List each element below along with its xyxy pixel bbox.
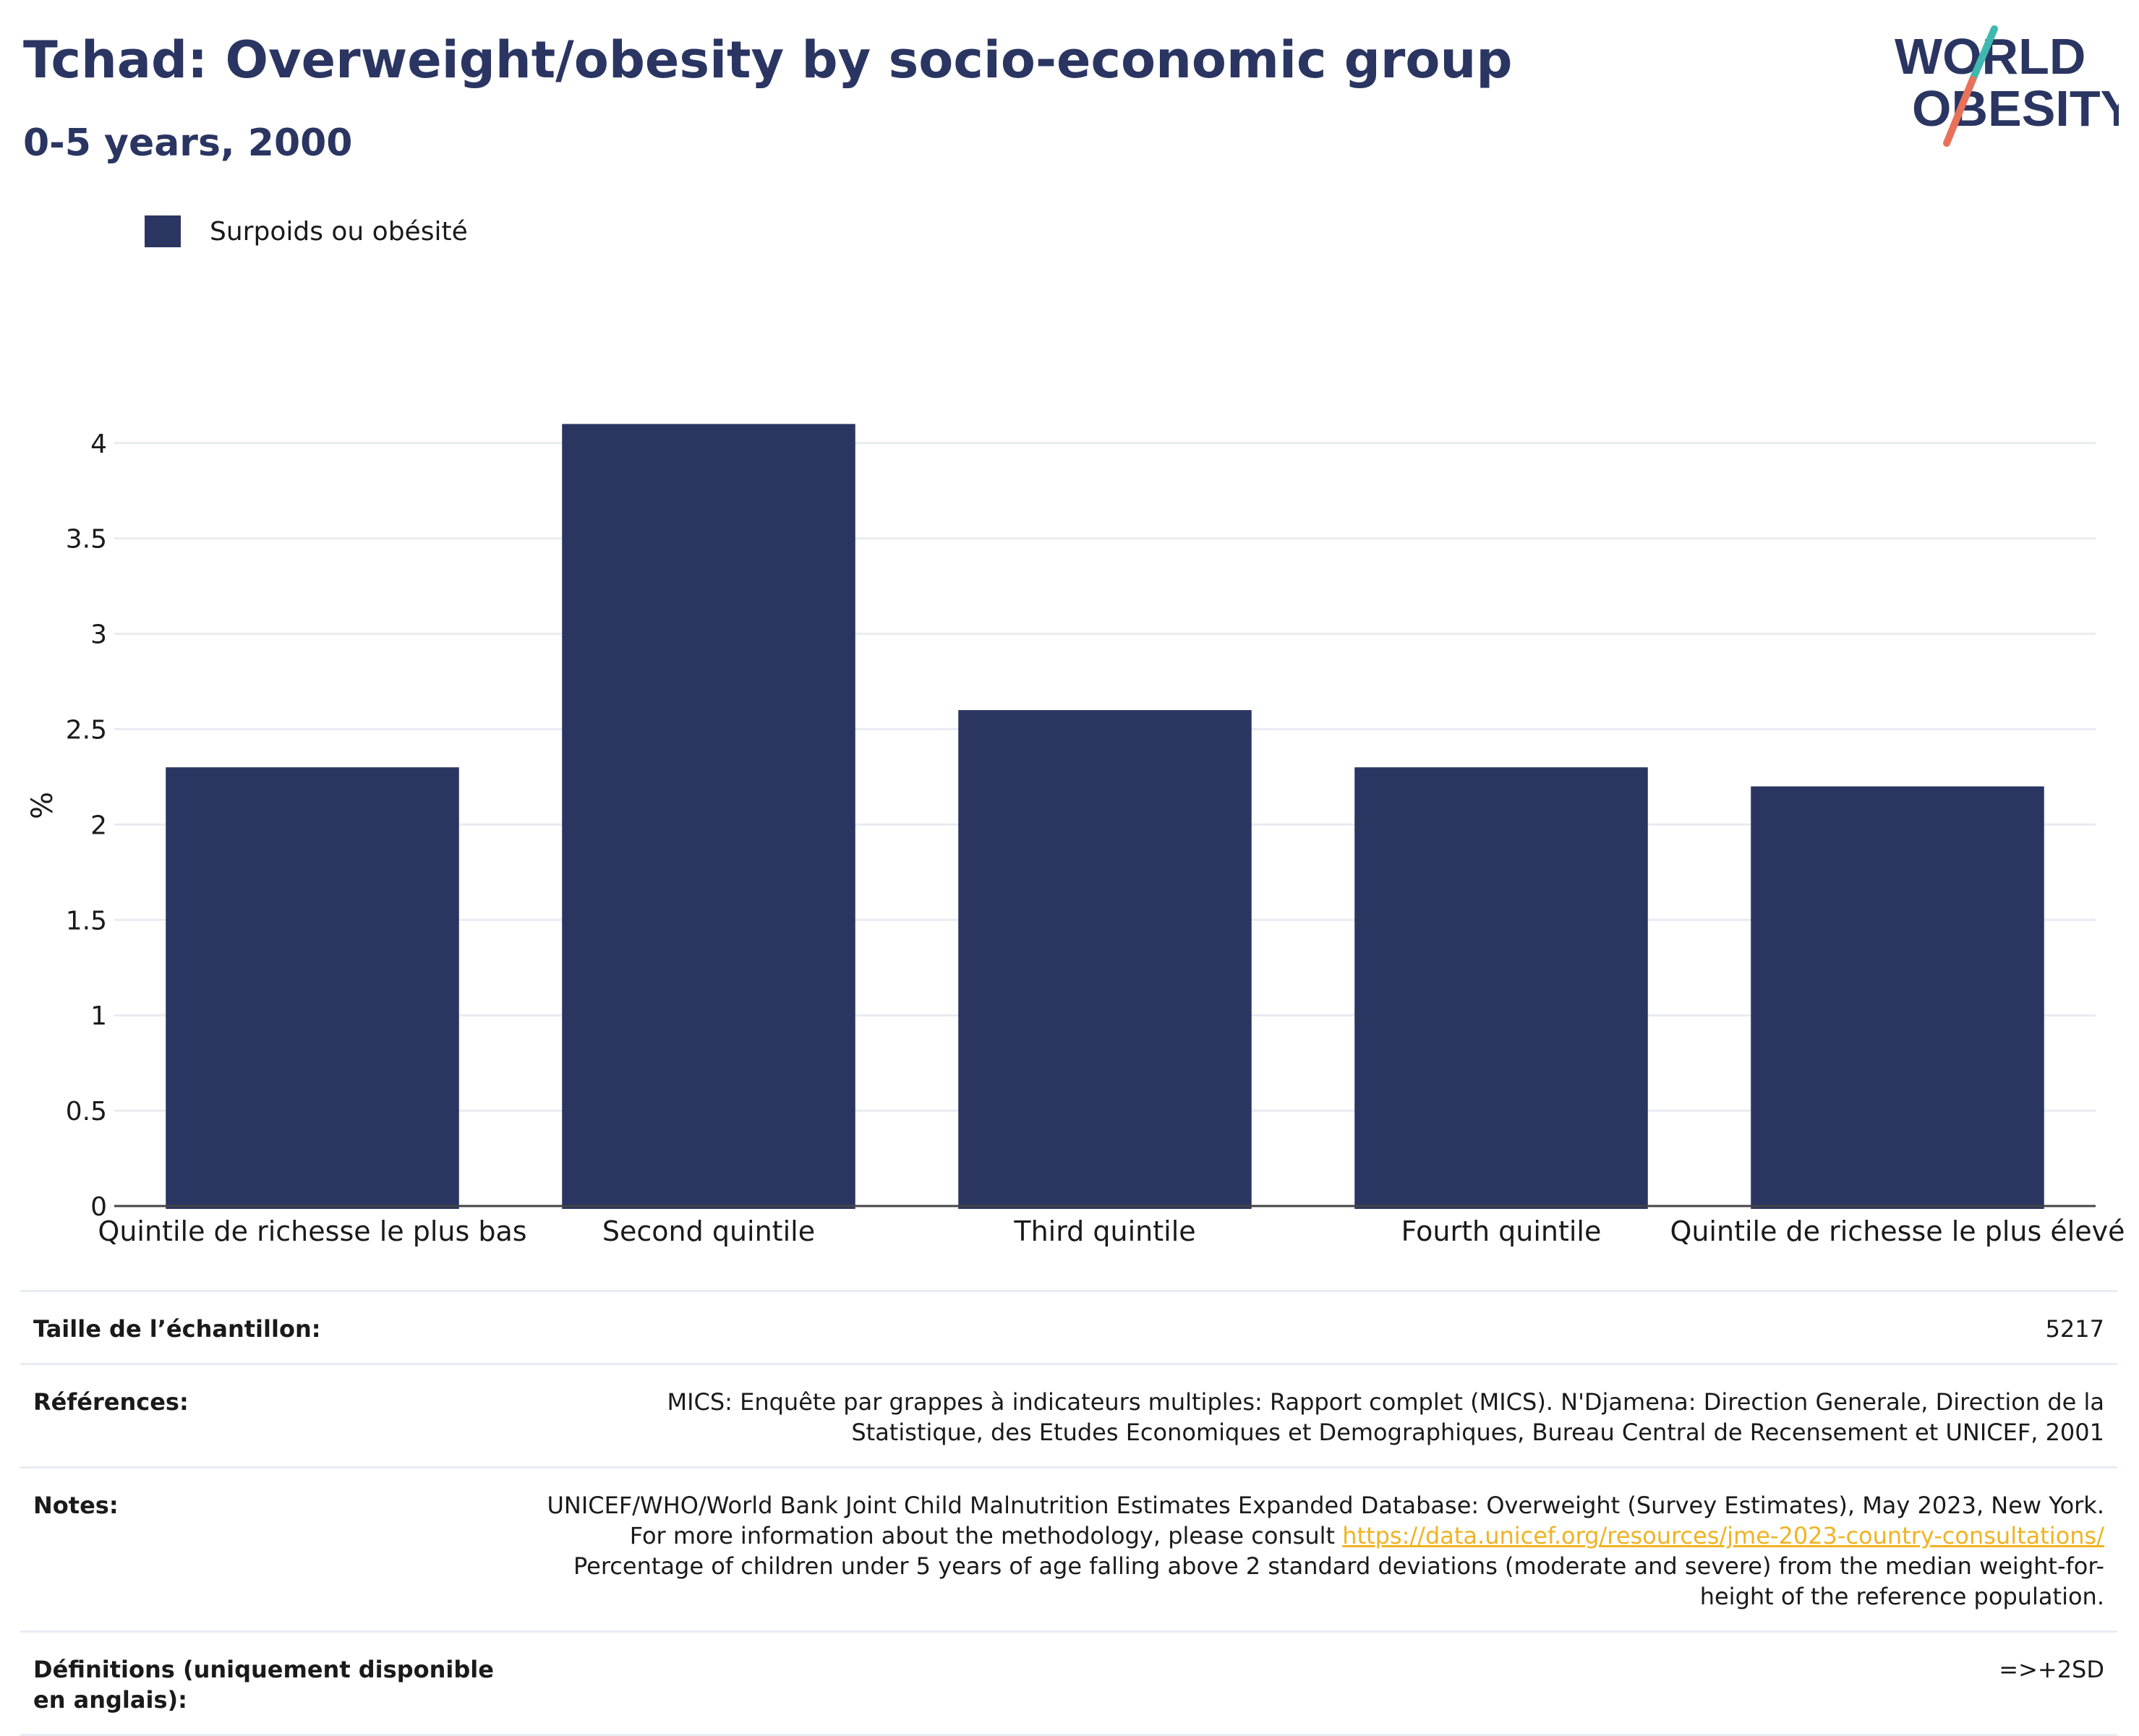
bar-chart: 0 0.5 1 1.5 2 2.5 3 3.5 4% Quintile de richesse l… [26, 424, 2125, 1247]
bar [562, 424, 855, 1209]
definitions-key: Définitions (uniquement disponible en an… [33, 1656, 494, 1714]
definitions-value: =>+2SD [1999, 1656, 2104, 1683]
x-tick-label: Quintile de richesse le plus bas [98, 1215, 526, 1247]
bar [1751, 786, 2044, 1209]
sample-size-value: 5217 [2045, 1315, 2104, 1343]
legend-swatch [145, 215, 181, 247]
notes-text-after: Percentage of children under 5 years of … [573, 1552, 2104, 1610]
y-tick-label: 1.5 [66, 906, 107, 936]
notes-key: Notes: [33, 1492, 119, 1519]
notes-link[interactable]: https://data.unicef.org/resources/jme-20… [1342, 1522, 2104, 1549]
references-value: MICS: Enquête par grappes à indicateurs … [667, 1388, 2104, 1446]
y-tick-label: 1 [90, 1001, 107, 1031]
y-tick-label: 4 [90, 429, 107, 459]
y-axis-label: % [26, 792, 59, 819]
info-row-notes: Notes: UNICEF/WHO/World Bank Joint Child… [20, 1466, 2117, 1630]
bar [1354, 767, 1648, 1209]
notes-value: UNICEF/WHO/World Bank Joint Child Malnut… [542, 1490, 2105, 1612]
y-tick-label: 2 [90, 811, 107, 840]
y-tick-label: 0.5 [66, 1097, 107, 1126]
info-row-sample-size: Taille de l’échantillon: 5217 [20, 1290, 2117, 1363]
y-tick-label: 3 [90, 620, 107, 650]
world-obesity-logo: WORLD OBESITY [1895, 25, 2119, 147]
references-key: Références: [33, 1388, 189, 1416]
bar [166, 767, 459, 1209]
x-tick-label: Second quintile [602, 1215, 815, 1247]
info-table: Taille de l’échantillon: 5217 Références… [20, 1290, 2117, 1736]
sample-size-key: Taille de l’échantillon: [33, 1315, 321, 1343]
info-row-references: Références: MICS: Enquête par grappes à … [20, 1363, 2117, 1466]
y-tick-label: 3.5 [66, 525, 107, 555]
logo-slash-bottom [1943, 76, 1976, 147]
x-tick-label: Third quintile [1013, 1215, 1195, 1247]
x-tick-label: Quintile de richesse le plus élevé [1670, 1215, 2125, 1247]
y-tick-label: 0 [90, 1192, 107, 1222]
info-row-definitions: Définitions (uniquement disponible en an… [20, 1630, 2117, 1736]
notes-text: UNICEF/WHO/World Bank Joint Child Malnut… [547, 1492, 2105, 1549]
chart-legend[interactable]: Surpoids ou obésité [145, 215, 468, 247]
bar [958, 710, 1252, 1209]
y-tick-label: 2.5 [66, 715, 107, 745]
x-tick-label: Fourth quintile [1401, 1215, 1602, 1247]
chart-subtitle: 0-5 years, 2000 [23, 121, 353, 165]
chart-title: Tchad: Overweight/obesity by socio-econo… [23, 30, 1513, 90]
legend-label: Surpoids ou obésité [210, 216, 468, 247]
logo-slash-top [1969, 25, 1998, 83]
logo-line2: OBESITY [1912, 80, 2119, 137]
